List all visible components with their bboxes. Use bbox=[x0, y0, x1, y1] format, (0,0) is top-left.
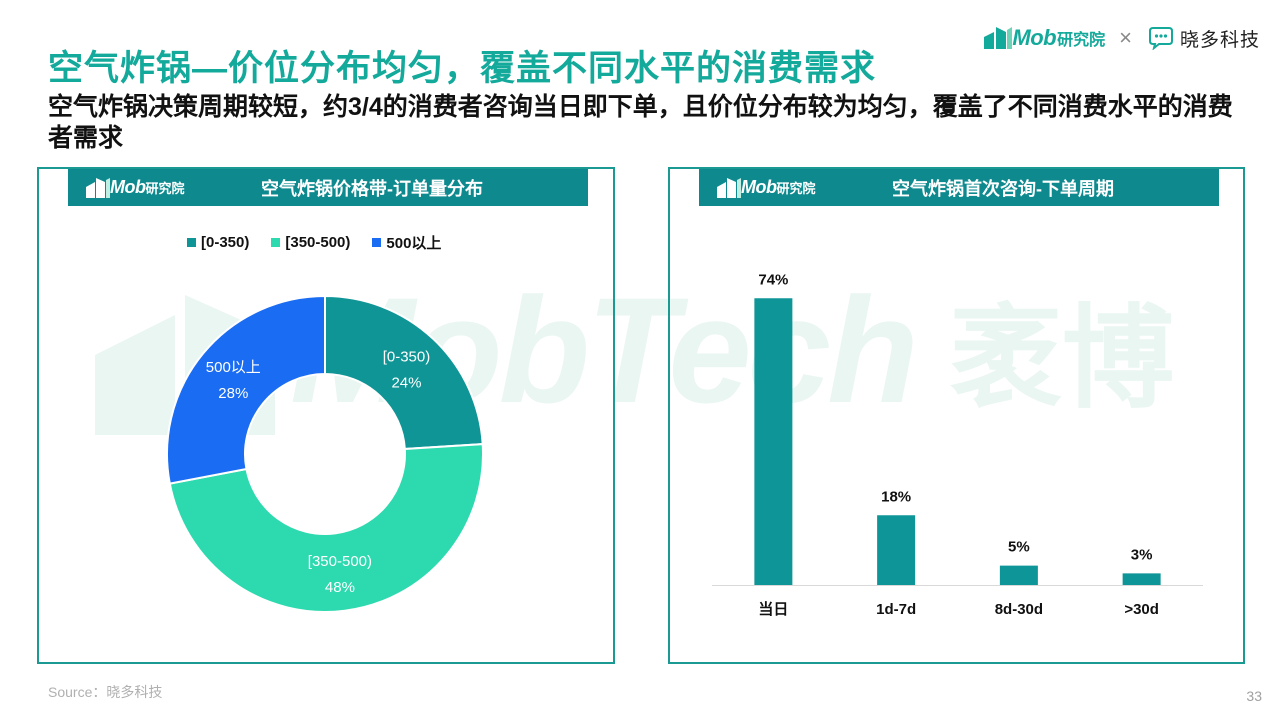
purchase-cycle-chart-title: 空气炸锅首次咨询-下单周期 bbox=[892, 178, 1114, 199]
header-logos: Mob 研究院 × 晓多科技 bbox=[984, 20, 1260, 56]
page-subtitle: 空气炸锅决策周期较短，约3/4的消费者咨询当日即下单，且价位分布较为均匀，覆盖了… bbox=[48, 93, 1233, 152]
page-number: 33 bbox=[1246, 688, 1262, 704]
purchase-cycle-bar-chart: 74% 当日 18% 1d-7d 5% 8d-30d 3% >30d bbox=[712, 271, 1203, 618]
legend-item-500-plus: 500以上 bbox=[372, 232, 441, 253]
watermark-cn-text: 袤博 bbox=[950, 296, 1174, 421]
donut-legend: [0-350) [350-500) 500以上 bbox=[187, 232, 463, 253]
price-band-panel: Mob 研究院 空气炸锅价格带-订单量分布 bbox=[37, 167, 615, 664]
legend-swatch bbox=[372, 238, 382, 247]
legend-label: [350-500) bbox=[285, 234, 351, 251]
mob-building-icon bbox=[984, 27, 1013, 49]
slice-value-label: 24% bbox=[391, 374, 421, 391]
bar bbox=[1122, 573, 1161, 585]
x-tick-label: >30d bbox=[1124, 601, 1159, 618]
source-note: Source：晓多科技 bbox=[48, 684, 163, 700]
panel-mob-logo: Mob 研究院 bbox=[86, 177, 261, 198]
panel-logo-mob: Mob bbox=[741, 177, 777, 197]
xiaoduo-logo: 晓多科技 bbox=[1148, 25, 1260, 52]
purchase-cycle-panel-header: Mob 研究院 空气炸锅首次咨询-下单周期 bbox=[699, 169, 1219, 206]
price-band-panel-header: Mob 研究院 空气炸锅价格带-订单量分布 bbox=[68, 169, 588, 206]
mob-logo-text: Mob bbox=[1012, 25, 1057, 50]
slice-label: [0-350) bbox=[383, 348, 431, 365]
mob-logo-cn: 研究院 bbox=[1057, 32, 1106, 49]
donut-slice bbox=[167, 296, 326, 485]
bar bbox=[754, 298, 793, 585]
donut-slice bbox=[168, 443, 484, 613]
legend-label: 500以上 bbox=[386, 235, 442, 252]
mob-building-icon bbox=[86, 177, 110, 198]
cross-separator: × bbox=[1119, 25, 1132, 50]
legend-label: [0-350) bbox=[201, 234, 250, 251]
mob-research-logo: Mob 研究院 bbox=[984, 25, 1105, 51]
legend-item-0-350: [0-350) bbox=[187, 234, 249, 251]
slice-value-label: 28% bbox=[218, 385, 248, 402]
bar-value-label: 3% bbox=[1131, 546, 1153, 563]
bar bbox=[877, 515, 916, 585]
slice-value-label: 48% bbox=[325, 579, 355, 596]
price-band-chart-title: 空气炸锅价格带-订单量分布 bbox=[261, 178, 483, 199]
panel-logo-cn: 研究院 bbox=[145, 181, 185, 196]
page-title: 空气炸锅—价位分布均匀，覆盖不同水平的消费需求 bbox=[48, 49, 877, 88]
panel-logo-cn: 研究院 bbox=[776, 181, 816, 196]
panel-logo-mob: Mob bbox=[110, 177, 146, 197]
donut-slice bbox=[324, 296, 484, 451]
slice-label: [350-500) bbox=[308, 553, 372, 570]
price-band-donut-chart: [0-350) 24% [350-500) 48% 500以上 28% bbox=[167, 296, 484, 613]
panel-mob-logo: Mob 研究院 bbox=[717, 177, 892, 198]
mob-building-icon bbox=[717, 177, 741, 198]
legend-swatch bbox=[271, 238, 281, 247]
bar-value-label: 5% bbox=[1008, 539, 1030, 556]
x-tick-label: 8d-30d bbox=[995, 601, 1043, 618]
bar bbox=[999, 565, 1038, 585]
x-tick-label: 1d-7d bbox=[876, 601, 916, 618]
x-tick-label: 当日 bbox=[758, 600, 788, 618]
partner-name: 晓多科技 bbox=[1179, 29, 1260, 51]
bar-value-label: 18% bbox=[881, 488, 911, 505]
chat-bubble-icon bbox=[1148, 27, 1173, 50]
legend-swatch bbox=[187, 238, 196, 247]
purchase-cycle-panel: Mob 研究院 空气炸锅首次咨询-下单周期 bbox=[668, 167, 1245, 664]
legend-item-350-500: [350-500) bbox=[271, 234, 350, 251]
bar-value-label: 74% bbox=[758, 271, 788, 288]
slice-label: 500以上 bbox=[206, 359, 261, 376]
